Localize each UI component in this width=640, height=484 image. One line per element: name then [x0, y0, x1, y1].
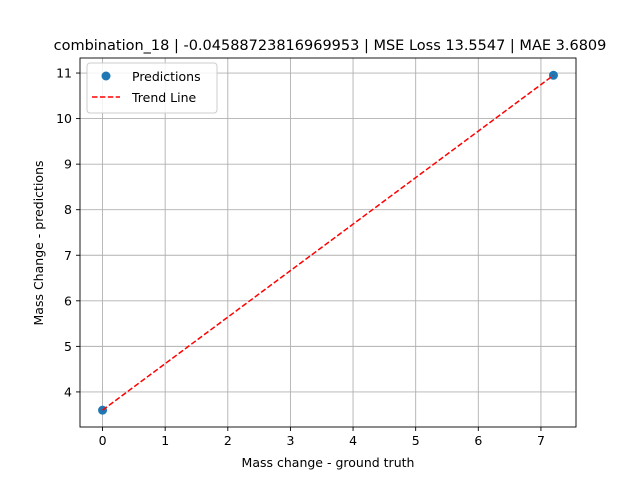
y-tick-label: 5 — [64, 339, 72, 354]
y-axis-label: Mass Change - predictions — [31, 161, 46, 326]
y-tick-label: 6 — [64, 293, 72, 308]
x-tick-label: 2 — [224, 433, 232, 448]
legend-label-predictions: Predictions — [132, 69, 201, 84]
x-tick-label: 4 — [349, 433, 357, 448]
x-tick-label: 0 — [99, 433, 107, 448]
x-tick-label: 5 — [412, 433, 420, 448]
axis-ticks: 0 1 2 3 4 5 6 7 4 5 6 7 8 9 10 11 — [56, 66, 545, 448]
x-tick-label: 6 — [474, 433, 482, 448]
series-layer — [98, 70, 558, 415]
x-axis-label: Mass change - ground truth — [242, 455, 415, 470]
x-tick-label: 3 — [286, 433, 294, 448]
legend-label-trend-line: Trend Line — [131, 90, 197, 105]
legend: Predictions Trend Line — [86, 62, 218, 114]
y-tick-label: 4 — [64, 384, 72, 399]
y-tick-label: 7 — [64, 248, 72, 263]
legend-box — [86, 62, 218, 114]
trend-line — [102, 74, 554, 411]
legend-marker-predictions — [101, 71, 111, 81]
grid — [80, 58, 576, 427]
y-tick-label: 9 — [64, 157, 72, 172]
chart-title: combination_18 | -0.04588723816969953 | … — [54, 38, 607, 54]
x-tick-label: 1 — [161, 433, 169, 448]
x-tick-label: 7 — [537, 433, 545, 448]
y-tick-label: 10 — [56, 111, 72, 126]
plot-area-frame — [79, 57, 577, 428]
y-tick-label: 8 — [64, 202, 72, 217]
y-tick-label: 11 — [56, 66, 72, 81]
